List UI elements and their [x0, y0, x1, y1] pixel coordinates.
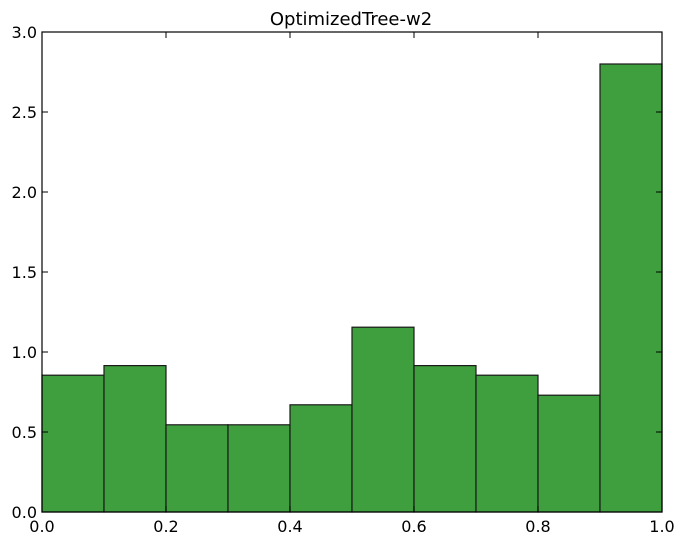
- y-tick-label: 3.0: [12, 23, 37, 42]
- x-tick-label: 0.4: [277, 517, 302, 536]
- histogram-bar-8: [537, 394, 601, 513]
- ticks-layer: 0.0 0.2 0.4 0.6 0.8 1.0 0.0 0.5 1.0 1.5 2.0 2.5 3.0: [12, 23, 675, 536]
- y-tick-label: 1.0: [12, 343, 37, 362]
- histogram-bar-0: [41, 374, 105, 513]
- y-tick-label: 0.5: [12, 423, 37, 442]
- histogram-bar-4: [289, 404, 353, 513]
- x-tick-label: 1.0: [649, 517, 674, 536]
- histogram-bar-3: [227, 424, 291, 513]
- histogram-bar-1: [103, 365, 167, 513]
- x-tick-label: 0.6: [401, 517, 426, 536]
- x-tick-label: 0.0: [29, 517, 54, 536]
- x-tick-label: 0.2: [153, 517, 178, 536]
- x-tick-label: 0.8: [525, 517, 550, 536]
- histogram-bar-7: [475, 374, 539, 513]
- bars-layer: [41, 63, 663, 513]
- histogram-bar-5: [351, 326, 415, 513]
- y-tick-label: 2.5: [12, 103, 37, 122]
- histogram-bar-6: [413, 365, 477, 513]
- y-tick-label: 0.0: [12, 503, 37, 522]
- y-tick-label: 2.0: [12, 183, 37, 202]
- chart-title: OptimizedTree-w2: [270, 9, 432, 30]
- plot-frame: [41, 31, 663, 513]
- histogram-bar-9: [599, 63, 663, 513]
- histogram-bar-2: [165, 424, 229, 513]
- y-tick-label: 1.5: [12, 263, 37, 282]
